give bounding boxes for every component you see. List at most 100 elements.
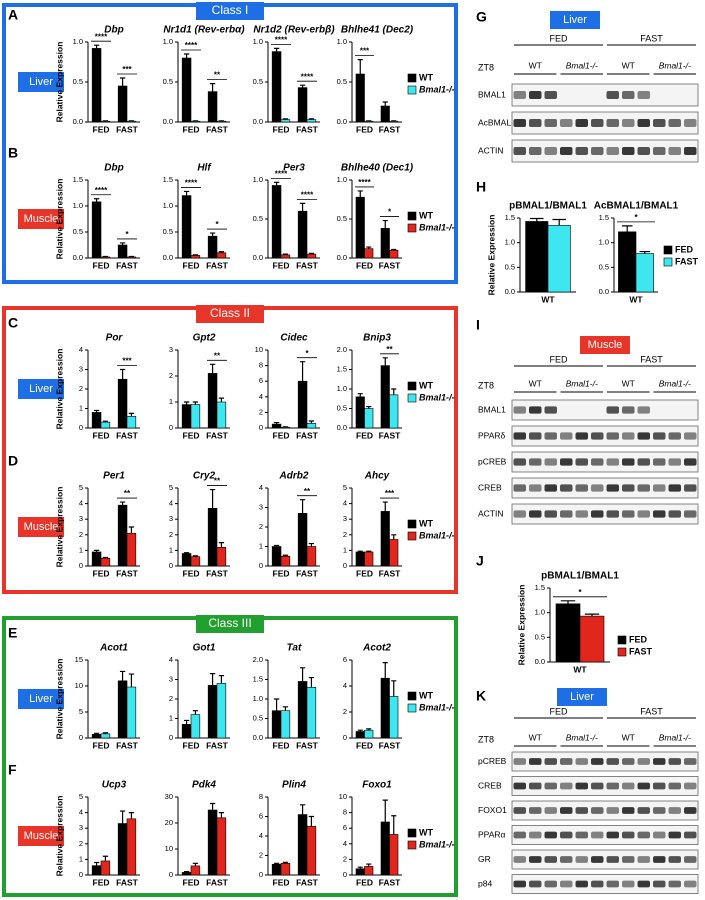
blot-band bbox=[606, 147, 619, 155]
y-tick-label: 15 bbox=[75, 655, 83, 664]
bar bbox=[364, 408, 374, 429]
y-tick-label: 1.0 bbox=[253, 694, 263, 703]
y-tick-label: 4 bbox=[169, 499, 173, 508]
y-tick-label: 3 bbox=[79, 514, 83, 523]
bar bbox=[181, 553, 192, 567]
y-tick-label: 0.0 bbox=[337, 423, 347, 432]
blot-band bbox=[560, 880, 573, 888]
x-tick-label: FAST bbox=[296, 568, 319, 578]
bar bbox=[364, 729, 374, 739]
y-tick-label: 1 bbox=[79, 403, 83, 412]
blot-band bbox=[622, 119, 635, 127]
blot-band bbox=[575, 458, 588, 466]
x-tick-label: FED bbox=[356, 260, 373, 270]
error-bar bbox=[273, 181, 280, 186]
legend-swatch bbox=[407, 703, 417, 713]
blot-band bbox=[653, 782, 666, 790]
blot-strip bbox=[511, 477, 699, 499]
blot-row-label: ACTIN bbox=[478, 508, 504, 518]
error-bar bbox=[273, 47, 280, 52]
y-tick-label: 2 bbox=[343, 530, 347, 539]
y-tick-label: 1 bbox=[79, 854, 83, 863]
group-label: FED bbox=[550, 33, 569, 43]
legend-label: Bmal1-/- bbox=[419, 392, 455, 402]
x-tick-label: FAST bbox=[116, 260, 139, 270]
blot-band bbox=[668, 831, 681, 839]
y-tick-label: 6 bbox=[259, 811, 263, 820]
y-tick-label: 0.0 bbox=[163, 253, 173, 262]
bar bbox=[216, 817, 227, 876]
x-tick-label: FAST bbox=[116, 877, 139, 887]
x-tick-label: WT bbox=[541, 294, 555, 304]
error-bar bbox=[93, 549, 100, 552]
blot-band bbox=[684, 432, 697, 440]
y-tick-label: 1 bbox=[169, 397, 173, 406]
y-tick-label: 1.5 bbox=[337, 364, 347, 373]
legend-label: WT bbox=[419, 518, 433, 528]
error-bar bbox=[299, 361, 306, 382]
blot-band bbox=[575, 782, 588, 790]
chart-title: Ucp3 bbox=[102, 780, 127, 791]
error-bar bbox=[209, 488, 216, 509]
chart-title: Nr1d1 (Rev-erbα) bbox=[163, 25, 245, 36]
error-bar bbox=[102, 855, 109, 861]
error-bar bbox=[273, 544, 280, 547]
blot-band bbox=[560, 458, 573, 466]
genotype-label: Bmal1-/- bbox=[566, 60, 598, 70]
y-tick-label: 1.0 bbox=[73, 201, 83, 210]
legend-swatch bbox=[617, 635, 627, 645]
error-bar bbox=[299, 202, 306, 212]
blot-band bbox=[529, 119, 542, 127]
y-tick-label: 0 bbox=[79, 870, 83, 879]
chart-title: pBMAL1/BMAL1 bbox=[509, 201, 587, 212]
blot-band bbox=[529, 91, 542, 99]
chart-title: pBMAL1/BMAL1 bbox=[541, 571, 619, 582]
error-bar bbox=[102, 556, 109, 559]
y-tick-label: 0 bbox=[259, 870, 263, 879]
blot-band bbox=[575, 758, 588, 765]
blot-band bbox=[622, 758, 635, 765]
error-bar bbox=[192, 710, 199, 715]
y-tick-label: 5 bbox=[169, 483, 173, 492]
bar bbox=[216, 546, 227, 567]
x-tick-label: FED bbox=[183, 740, 200, 750]
blot-row-label: PPARα bbox=[478, 829, 506, 839]
y-tick-label: 0.5 bbox=[253, 214, 263, 223]
legend-label: Bmal1-/- bbox=[419, 84, 455, 94]
blot-band bbox=[544, 856, 557, 863]
tissue-label: Muscle bbox=[24, 521, 59, 533]
y-tick-label: 3 bbox=[169, 514, 173, 523]
blot-band bbox=[622, 458, 635, 466]
blot-band bbox=[544, 880, 557, 888]
blot-band bbox=[637, 880, 650, 888]
genotype-label: Bmal1-/- bbox=[659, 378, 691, 388]
legend-label: Bmal1-/- bbox=[419, 530, 455, 540]
blot-band bbox=[575, 880, 588, 888]
error-bar bbox=[282, 861, 289, 864]
legend-label: FED bbox=[675, 244, 694, 254]
y-tick-label: 0 bbox=[79, 733, 83, 742]
y-tick-label: 1 bbox=[259, 541, 263, 550]
blot-band bbox=[513, 807, 526, 814]
legend-swatch bbox=[407, 840, 417, 850]
blot-band bbox=[591, 856, 604, 863]
y-tick-label: 1 bbox=[169, 545, 173, 554]
x-tick-label: FAST bbox=[379, 877, 402, 887]
y-tick-label: 0.0 bbox=[505, 287, 515, 296]
blot-band bbox=[591, 458, 604, 466]
error-bar bbox=[209, 673, 216, 686]
bar bbox=[190, 556, 201, 567]
x-tick-label: FAST bbox=[296, 740, 319, 750]
significance-label: * bbox=[305, 349, 309, 358]
y-tick-label: 1.5 bbox=[505, 213, 515, 222]
x-tick-label: FAST bbox=[379, 740, 402, 750]
blot-band bbox=[653, 119, 666, 127]
timepoint-label: ZT8 bbox=[478, 734, 494, 744]
significance-label: * bbox=[578, 588, 582, 597]
tissue-label: Liver bbox=[29, 383, 53, 395]
bar bbox=[181, 724, 192, 739]
blot-band bbox=[637, 119, 650, 127]
panel-letter: H bbox=[476, 179, 486, 195]
chart-title: Bnip3 bbox=[363, 333, 391, 344]
